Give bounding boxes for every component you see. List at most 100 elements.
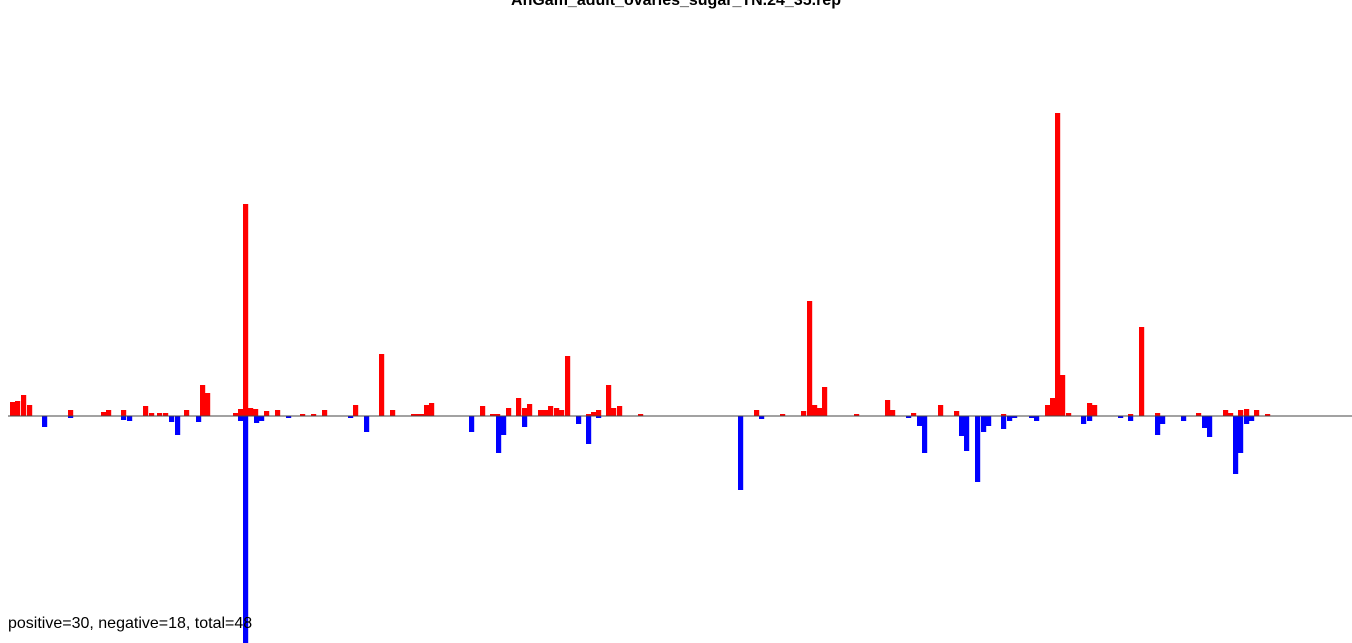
bar <box>611 408 617 416</box>
bar <box>1244 416 1250 424</box>
bar <box>1244 409 1250 416</box>
bar <box>205 393 211 416</box>
bar <box>911 413 917 416</box>
bar <box>149 413 155 416</box>
bar <box>975 416 981 482</box>
bar <box>243 416 249 643</box>
bar <box>184 410 190 416</box>
bar <box>1254 410 1260 416</box>
bar <box>1265 414 1271 416</box>
bar <box>121 410 127 416</box>
chart-title: AnGam_adult_ovaries_sugar_TN.24_35.rep <box>511 0 841 9</box>
bar <box>1128 416 1134 421</box>
bar <box>596 410 602 416</box>
bar <box>106 410 112 416</box>
bar <box>506 408 512 416</box>
bar <box>981 416 987 432</box>
bar <box>1233 416 1239 474</box>
bar <box>275 410 281 416</box>
bar <box>411 414 417 416</box>
bar <box>922 416 928 453</box>
bar <box>68 416 74 418</box>
bar <box>233 413 239 416</box>
bar <box>1228 413 1234 416</box>
bar <box>1139 327 1145 416</box>
bar <box>1001 416 1007 429</box>
bar <box>1238 410 1244 416</box>
bar <box>1155 413 1161 416</box>
bar <box>1007 416 1013 421</box>
bar <box>538 410 544 416</box>
bar <box>938 405 944 416</box>
bar <box>516 398 522 416</box>
bar <box>238 409 244 416</box>
bar <box>253 409 259 416</box>
bar <box>576 416 582 424</box>
bar <box>143 406 149 416</box>
bar <box>157 413 163 416</box>
bar <box>522 416 528 427</box>
bar <box>554 408 560 416</box>
bar <box>429 403 435 416</box>
bar <box>807 301 813 416</box>
bar <box>1223 410 1229 416</box>
bar <box>906 416 912 418</box>
bar <box>1055 113 1061 416</box>
bar <box>42 416 48 427</box>
bar <box>1087 403 1093 416</box>
bar <box>68 410 74 416</box>
summary-text: positive=30, negative=18, total=48 <box>8 615 252 632</box>
bar <box>264 411 270 416</box>
bar <box>959 416 965 436</box>
bar <box>986 416 992 426</box>
bar <box>501 416 507 435</box>
bar <box>1196 413 1202 416</box>
bar <box>300 414 306 416</box>
bar <box>617 406 623 416</box>
bar <box>390 410 396 416</box>
bar <box>954 411 960 416</box>
bar <box>169 416 175 422</box>
bar <box>801 411 807 416</box>
bar <box>1034 416 1040 421</box>
bar <box>1012 416 1018 418</box>
bar <box>27 405 33 416</box>
bar <box>917 416 923 426</box>
bar <box>348 416 354 418</box>
bar <box>854 414 860 416</box>
bar <box>21 395 27 416</box>
bar <box>248 408 254 416</box>
bar <box>548 406 554 416</box>
bar <box>353 405 359 416</box>
bar <box>964 416 970 451</box>
bar <box>822 387 828 416</box>
bar <box>1118 416 1124 418</box>
bar <box>15 401 21 416</box>
bar <box>364 416 370 432</box>
bar <box>1238 416 1244 453</box>
bar <box>1060 375 1066 416</box>
bar <box>1202 416 1208 428</box>
bar <box>754 410 760 416</box>
bar <box>238 416 244 421</box>
bar <box>885 400 891 416</box>
bar <box>1160 416 1166 424</box>
bar <box>322 410 328 416</box>
bar <box>101 412 107 416</box>
bar <box>424 405 430 416</box>
bar <box>522 408 528 416</box>
bar <box>127 416 133 421</box>
bar <box>1207 416 1213 437</box>
bar <box>469 416 475 432</box>
bar <box>586 414 592 416</box>
bar <box>416 414 422 416</box>
bar <box>1081 416 1087 424</box>
bar <box>586 416 592 444</box>
bar <box>817 408 823 416</box>
bar <box>1045 405 1051 416</box>
bar <box>1249 416 1255 421</box>
bar <box>1181 416 1187 421</box>
bar <box>1128 414 1134 416</box>
bar <box>379 354 385 416</box>
